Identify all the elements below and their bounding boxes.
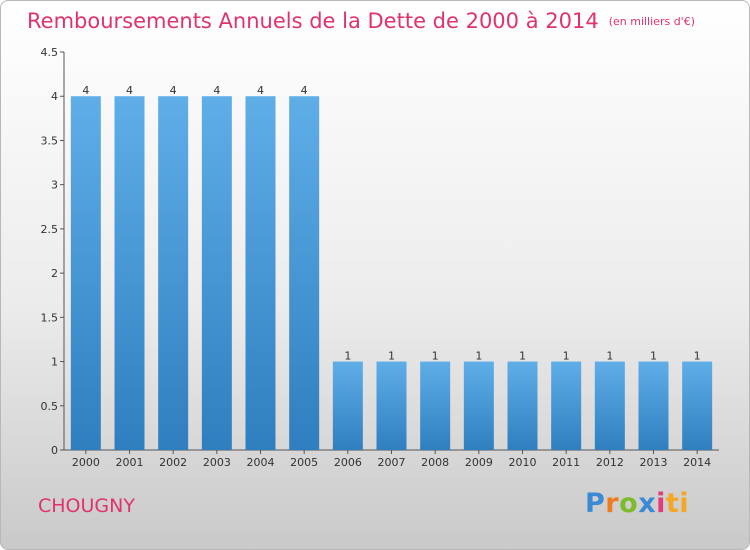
bar-value-label: 1 xyxy=(475,350,482,363)
x-tick-label: 2014 xyxy=(683,456,711,469)
x-tick-label: 2003 xyxy=(203,456,231,469)
y-tick-label: 2 xyxy=(51,267,58,280)
chart-title: Remboursements Annuels de la Dette de 20… xyxy=(27,9,695,33)
x-tick-label: 2006 xyxy=(334,456,362,469)
unit-label: (en milliers d'€) xyxy=(608,15,695,28)
commune-name: CHOUGNY xyxy=(38,495,135,517)
logo-letter: i xyxy=(656,488,666,519)
proxiti-logo: Proxiti xyxy=(585,488,689,519)
bar xyxy=(201,96,232,450)
bar-value-label: 1 xyxy=(432,350,439,363)
bar-value-label: 4 xyxy=(170,84,177,97)
y-tick-label: 1 xyxy=(51,356,58,369)
y-tick-label: 0.5 xyxy=(41,400,59,413)
bar xyxy=(682,361,713,450)
bar xyxy=(551,361,582,450)
bar xyxy=(245,96,276,450)
bar xyxy=(420,361,451,450)
bar xyxy=(507,361,538,450)
bar xyxy=(70,96,101,450)
bar-value-label: 1 xyxy=(344,350,351,363)
y-tick-label: 3 xyxy=(51,179,58,192)
x-tick-label: 2010 xyxy=(509,456,537,469)
bar xyxy=(158,96,189,450)
bar-value-label: 4 xyxy=(257,84,264,97)
bar-value-label: 4 xyxy=(82,84,89,97)
logo-letter: ti xyxy=(665,488,690,519)
bar xyxy=(638,361,669,450)
y-tick-label: 3.5 xyxy=(41,134,59,147)
x-tick-label: 2012 xyxy=(596,456,624,469)
x-tick-label: 2011 xyxy=(552,456,580,469)
x-tick-label: 2002 xyxy=(159,456,187,469)
bar-value-label: 1 xyxy=(563,350,570,363)
y-tick-label: 4.5 xyxy=(41,46,59,59)
x-tick-label: 2009 xyxy=(465,456,493,469)
bar-value-label: 1 xyxy=(519,350,526,363)
x-tick-label: 2005 xyxy=(290,456,318,469)
y-tick-label: 2.5 xyxy=(41,223,59,236)
x-tick-label: 2008 xyxy=(421,456,449,469)
bar xyxy=(332,361,363,450)
bar-value-label: 4 xyxy=(126,84,133,97)
bar xyxy=(376,361,407,450)
bar xyxy=(114,96,145,450)
bar xyxy=(594,361,625,450)
bar xyxy=(463,361,494,450)
bar-value-label: 4 xyxy=(213,84,220,97)
title-text: Remboursements Annuels de la Dette de 20… xyxy=(27,9,599,33)
bar-value-label: 1 xyxy=(694,350,701,363)
y-tick-label: 0 xyxy=(51,444,58,457)
logo-letter: r xyxy=(605,488,620,519)
logo-letter: x xyxy=(638,488,657,519)
x-tick-label: 2007 xyxy=(378,456,406,469)
bar xyxy=(289,96,320,450)
bar-value-label: 1 xyxy=(606,350,613,363)
x-tick-label: 2000 xyxy=(72,456,100,469)
x-tick-label: 2013 xyxy=(640,456,668,469)
y-tick-label: 4 xyxy=(51,90,58,103)
x-tick-label: 2004 xyxy=(247,456,275,469)
y-tick-label: 1.5 xyxy=(41,311,59,324)
bar-value-label: 1 xyxy=(388,350,395,363)
x-tick-label: 2001 xyxy=(116,456,144,469)
logo-letter: P xyxy=(585,488,606,519)
logo-letter: o xyxy=(619,488,639,519)
bar-value-label: 1 xyxy=(650,350,657,363)
bar-value-label: 4 xyxy=(301,84,308,97)
